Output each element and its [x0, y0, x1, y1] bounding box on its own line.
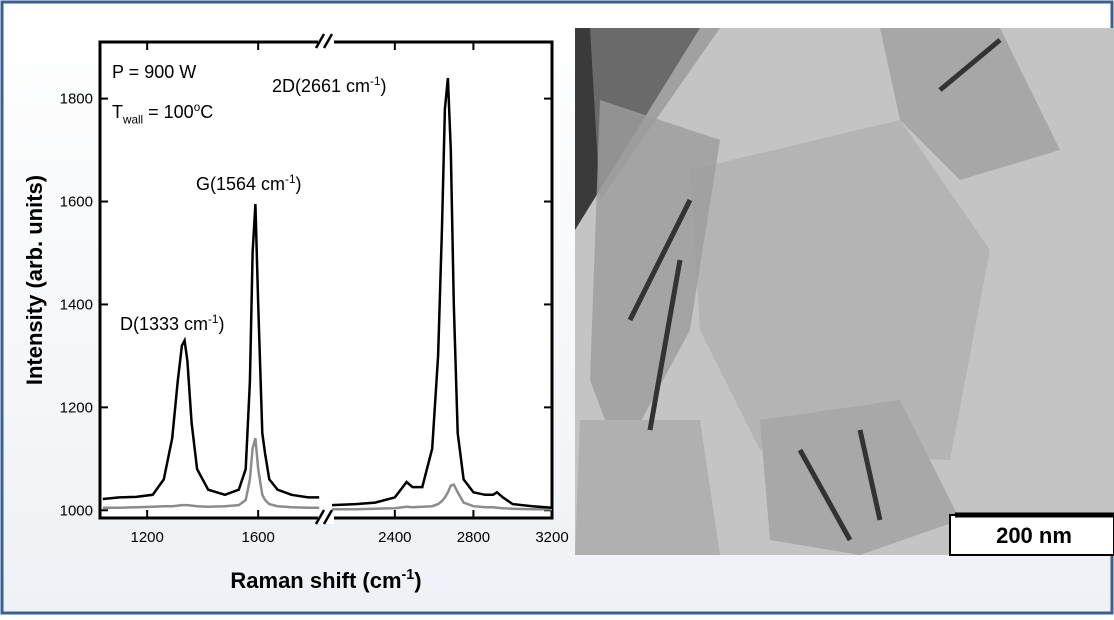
y-axis-label: Intensity (arb. units) — [22, 175, 47, 385]
text-part: -1 — [370, 75, 380, 88]
y-tick-label: 1600 — [60, 194, 93, 211]
text-part: ) — [295, 174, 301, 194]
text-part: ) — [218, 314, 224, 334]
x-tick-label: 2400 — [378, 529, 411, 546]
text-part: T — [112, 102, 123, 122]
text-part: 2D(2661 cm — [272, 76, 370, 96]
x-tick-label: 2800 — [457, 529, 490, 546]
text-part: -1 — [285, 173, 295, 186]
text-part: ) — [414, 568, 421, 593]
scale-bar-label: 200 nm — [996, 523, 1072, 548]
text-part: = 100 — [143, 102, 194, 122]
text-part: G(1564 cm — [196, 174, 285, 194]
x-tick-label: 3200 — [535, 529, 568, 546]
page: 200 nm 1000 1200 1400 1600 1800 1200 1600 2400 2… — [0, 0, 1114, 620]
x-tick-label: 1600 — [241, 529, 274, 546]
rich-text: P = 900 W — [112, 62, 196, 82]
x-tick-label: 1200 — [130, 529, 163, 546]
text-part: Raman shift (cm — [230, 568, 401, 593]
y-tick-label: 1400 — [60, 296, 93, 313]
rich-text: 2D(2661 cm-1) — [272, 75, 386, 96]
text-part: -1 — [208, 313, 218, 326]
y-tick-label: 1200 — [60, 399, 93, 416]
figure: 200 nm 1000 1200 1400 1600 1800 1200 1600 2400 2… — [0, 0, 1114, 615]
text-part: wall — [122, 113, 143, 126]
text-part: ) — [380, 76, 386, 96]
text-part: P = 900 W — [112, 62, 196, 82]
text-part: -1 — [402, 567, 415, 583]
y-tick-label: 1000 — [60, 502, 93, 519]
rich-text: Raman shift (cm-1) — [230, 567, 421, 593]
tem-image: 200 nm — [575, 28, 1114, 555]
text-part: D(1333 cm — [120, 314, 208, 334]
text-part: C — [200, 102, 213, 122]
y-tick-label: 1800 — [60, 91, 93, 108]
